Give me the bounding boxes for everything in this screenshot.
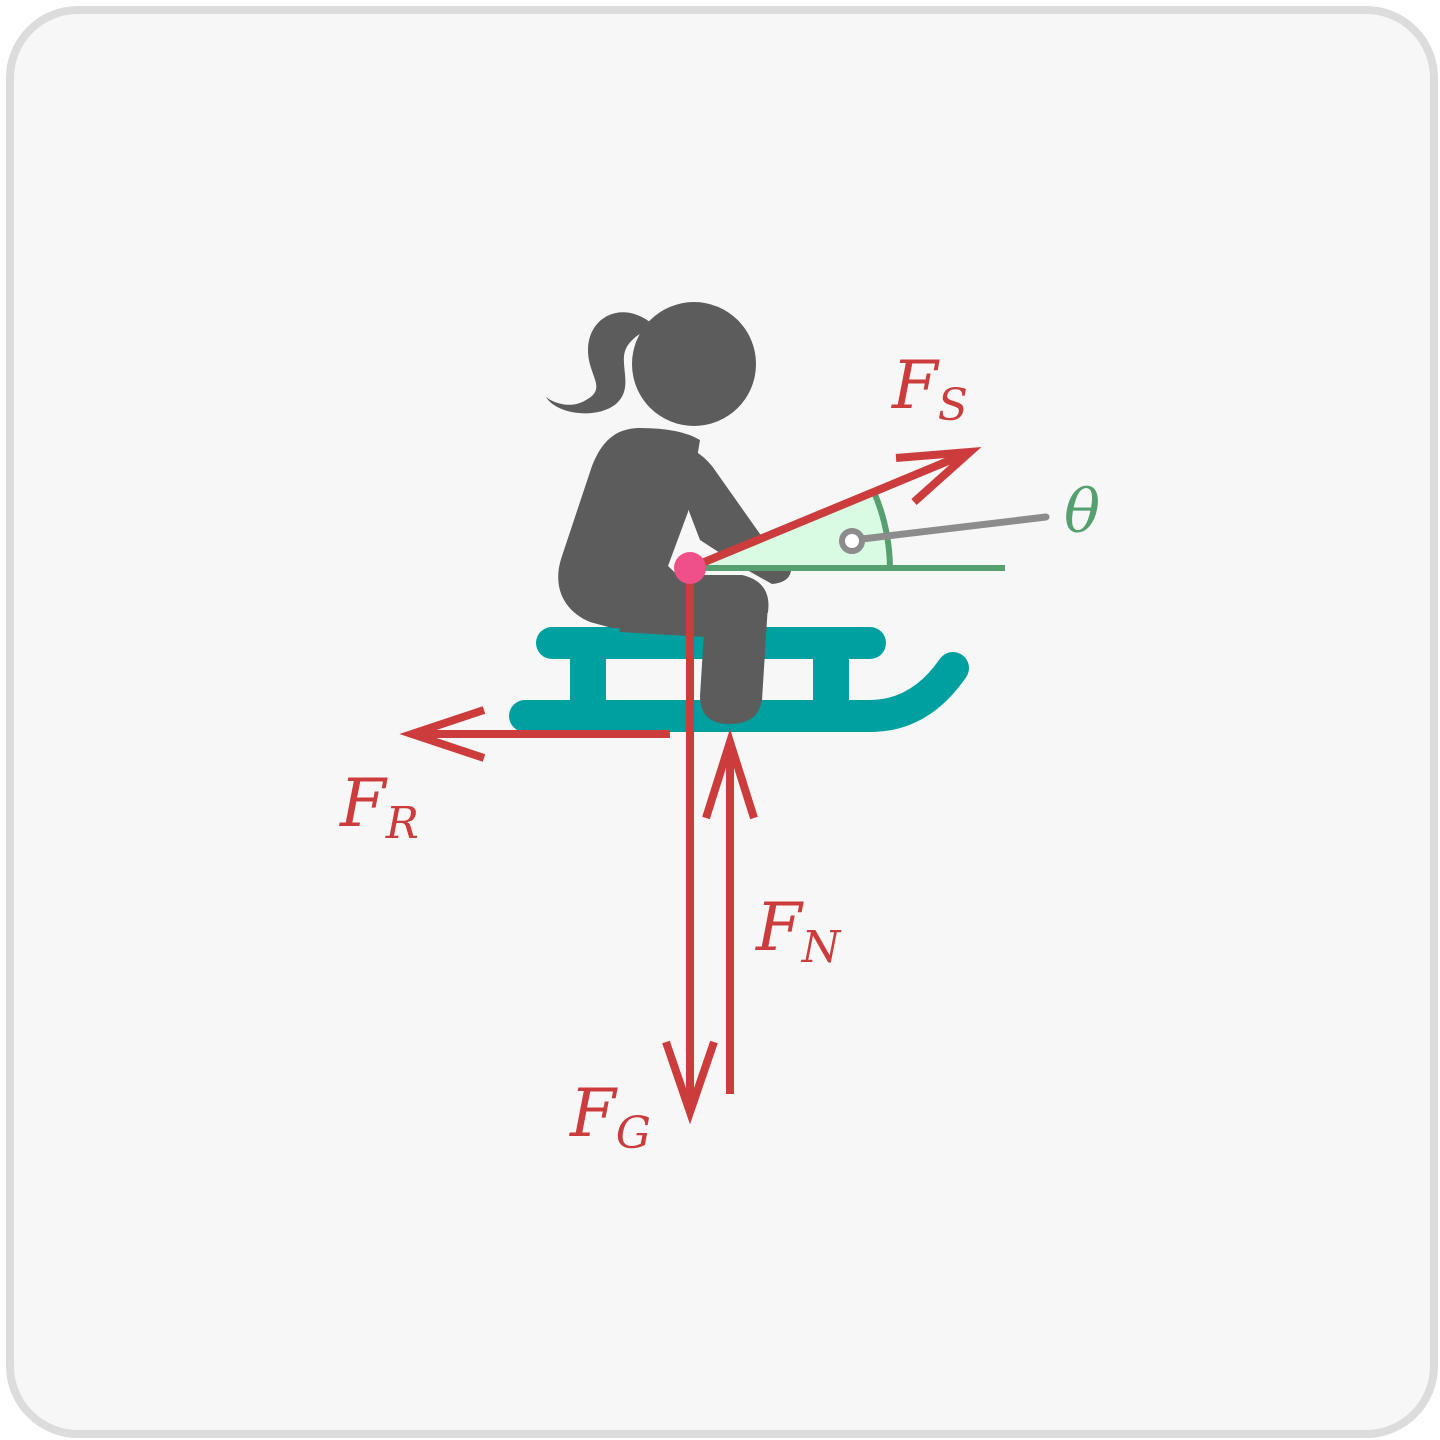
force-origin-point: [674, 552, 706, 584]
angle-pointer-marker: [842, 531, 862, 551]
label-friction: FR: [339, 765, 419, 849]
angle-pointer-line: [862, 517, 1046, 539]
label-sled-pull: FS: [891, 347, 968, 431]
label-angle-theta: θ: [1064, 477, 1100, 547]
label-gravity: FG: [569, 1075, 651, 1159]
force-arrow-normal: [706, 742, 754, 1094]
label-normal: FN: [755, 889, 842, 973]
